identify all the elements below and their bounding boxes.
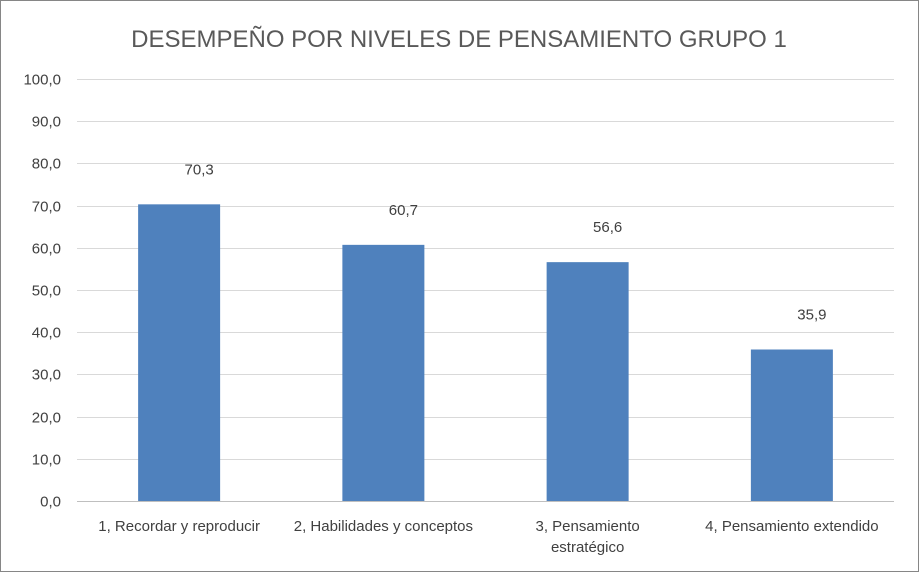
y-tick-label: 0,0 bbox=[40, 494, 61, 511]
data-label: 60,7 bbox=[389, 202, 418, 219]
bar bbox=[546, 262, 629, 501]
y-tick-label: 50,0 bbox=[32, 283, 61, 300]
y-tick-label: 40,0 bbox=[32, 325, 61, 342]
data-label: 35,9 bbox=[797, 307, 826, 324]
y-axis: 0,0 10,0 20,0 30,0 40,0 50,0 60,0 70,0 80,0 90,0 1… bbox=[23, 72, 61, 511]
x-category-label: 3, Pensamiento bbox=[536, 518, 640, 535]
y-tick-label: 30,0 bbox=[32, 367, 61, 384]
x-category-label: estratégico bbox=[551, 539, 624, 556]
data-label: 70,3 bbox=[185, 161, 214, 178]
chart-title: DESEMPEÑO POR NIVELES DE PENSAMIENTO GRU… bbox=[131, 26, 787, 53]
bars bbox=[138, 204, 833, 502]
y-tick-label: 60,0 bbox=[32, 241, 61, 258]
y-tick-label: 20,0 bbox=[32, 410, 61, 427]
y-tick-label: 90,0 bbox=[32, 114, 61, 131]
x-axis: 1, Recordar y reproducir 2, Habilidades y… bbox=[98, 518, 878, 556]
x-category-label: 1, Recordar y reproducir bbox=[98, 518, 260, 535]
data-labels: 70,3 60,7 56,6 35,9 bbox=[185, 161, 827, 323]
data-label: 56,6 bbox=[593, 219, 622, 236]
x-category-label: 4, Pensamiento extendido bbox=[705, 518, 878, 535]
x-category-label: 2, Habilidades y conceptos bbox=[294, 518, 473, 535]
bar bbox=[750, 349, 833, 501]
y-tick-label: 70,0 bbox=[32, 199, 61, 216]
y-tick-label: 10,0 bbox=[32, 452, 61, 469]
bar bbox=[138, 204, 221, 502]
y-tick-label: 80,0 bbox=[32, 156, 61, 173]
y-tick-label: 100,0 bbox=[23, 72, 61, 89]
bar bbox=[342, 244, 425, 501]
